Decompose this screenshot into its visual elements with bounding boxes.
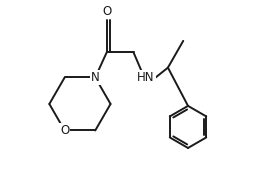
Text: HN: HN <box>137 71 155 84</box>
Text: O: O <box>102 5 111 18</box>
Text: O: O <box>60 124 69 137</box>
Text: N: N <box>91 71 100 84</box>
